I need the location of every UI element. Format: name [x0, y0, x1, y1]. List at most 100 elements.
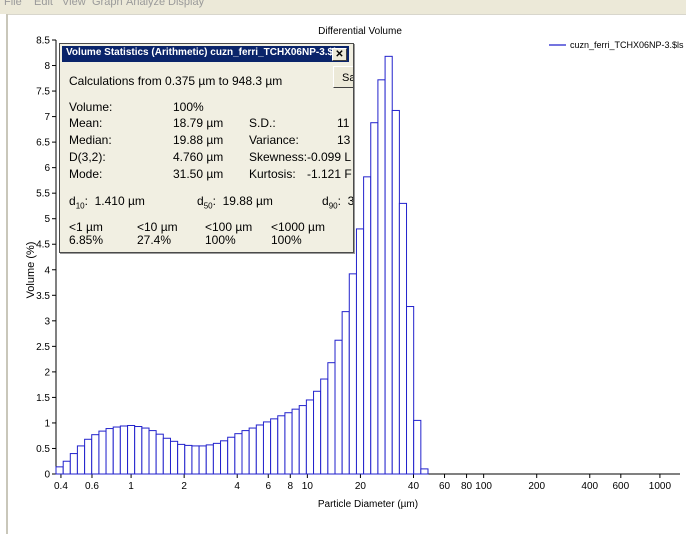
stat-label-mode: Mode: [69, 167, 103, 181]
y-tick-label: 6 [44, 163, 50, 174]
y-tick-label: 5 [44, 214, 50, 225]
histogram-bar [363, 176, 372, 475]
histogram-bar [198, 445, 207, 475]
y-tick-label: 7 [44, 112, 50, 123]
histogram-bar [320, 378, 329, 475]
size-value-1um: 6.85% [69, 233, 104, 247]
stat-label-d32: D(3,2): [69, 150, 106, 164]
chart-title: Differential Volume [318, 26, 402, 37]
x-ticks: 0.4 0.6 1 2 4 6 8 10 20 40 60 80 100 200 400 600 1000 [54, 474, 671, 492]
stat-value-volume: 100% [173, 100, 204, 114]
y-tick-label: 8 [44, 61, 50, 72]
y-tick-label: 7.5 [36, 87, 50, 98]
histogram-bar [298, 405, 307, 475]
histogram-bar [162, 437, 171, 475]
stat-label-kurtosis: Kurtosis: [249, 167, 296, 181]
x-tick-label: 400 [581, 481, 598, 492]
histogram-bar [384, 55, 393, 475]
stat-value-mode: 31.50 µm [173, 167, 224, 181]
histogram-bar [270, 418, 279, 475]
y-tick-label: 1 [44, 418, 50, 429]
histogram-bar [62, 460, 71, 475]
menu-analyze[interactable]: Analyze [126, 0, 166, 8]
stat-value-variance: 13 [337, 133, 351, 147]
x-axis-label: Particle Diameter (µm) [318, 499, 418, 510]
stat-label-variance: Variance: [249, 133, 299, 147]
histogram-bar [377, 79, 386, 475]
d10-sub: 10 [75, 201, 85, 211]
y-tick-label: 0.5 [36, 444, 50, 455]
d90-sub: 90 [328, 201, 338, 211]
legend-label: cuzn_ferri_TCHX06NP-3.$ls [570, 40, 684, 50]
stat-value-mean: 18.79 µm [173, 116, 224, 130]
d10-stat: d10: 1.410 µm [69, 194, 145, 211]
histogram-bar [169, 440, 179, 475]
histogram-bar [98, 430, 107, 475]
close-icon[interactable]: ✕ [332, 48, 347, 61]
stat-label-skewness: Skewness: [249, 150, 308, 164]
dialog-titlebar[interactable]: Volume Statistics (Arithmetic) cuzn_ferr… [62, 46, 349, 62]
x-tick-label: 60 [439, 481, 451, 492]
histogram-bar [277, 415, 286, 475]
menu-view[interactable]: View [62, 0, 86, 8]
dialog-title: Volume Statistics (Arithmetic) cuzn_ferr… [66, 47, 342, 58]
menu-display[interactable]: Display [168, 0, 205, 8]
histogram-bar [398, 202, 408, 475]
histogram-bar [406, 306, 415, 475]
y-tick-label: 3.5 [36, 291, 50, 302]
menu-graph[interactable]: Graph [92, 0, 123, 8]
window-frame-left [6, 14, 8, 534]
x-tick-label: 600 [612, 481, 629, 492]
stat-label-sd: S.D.: [249, 116, 276, 130]
save-button[interactable]: Sa [333, 66, 353, 88]
y-tick-label: 8.5 [36, 36, 50, 47]
histogram-bar [112, 426, 121, 475]
histogram-bar [327, 362, 336, 475]
histogram-bar [141, 427, 150, 475]
stat-value-kurtosis: -1.121 F [307, 167, 352, 181]
x-tick-label: 200 [528, 481, 545, 492]
window-frame-top [8, 14, 686, 15]
histogram-bar [220, 440, 229, 475]
histogram-bar [84, 438, 93, 475]
histogram-bar [212, 442, 222, 475]
histogram-bar [305, 399, 315, 475]
d50-stat: d50: 19.88 µm [197, 194, 273, 211]
histogram-bar [248, 427, 257, 475]
volume-statistics-dialog: Volume Statistics (Arithmetic) cuzn_ferr… [59, 43, 354, 253]
histogram-bars [55, 55, 429, 475]
y-axis-label: Volume (%) [25, 242, 37, 299]
size-header-1000um: <1000 µm [271, 220, 325, 234]
histogram-bar [227, 436, 236, 475]
x-tick-label: 1 [128, 481, 134, 492]
x-tick-label: 80 [461, 481, 473, 492]
d50-sub: 50 [203, 201, 213, 211]
size-header-1um: <1 µm [69, 220, 103, 234]
y-tick-label: 6.5 [36, 138, 50, 149]
histogram-bar [241, 430, 250, 475]
histogram-bar [91, 434, 100, 475]
stat-value-sd: 11 [337, 116, 350, 130]
size-header-10um: <10 µm [137, 220, 178, 234]
d90-stat: d90: 3 [322, 194, 354, 211]
d50-value: 19.88 µm [222, 194, 273, 208]
y-tick-label: 2.5 [36, 342, 50, 353]
d10-label: d [69, 194, 76, 208]
size-header-100um: <100 µm [205, 220, 253, 234]
menu-edit[interactable]: Edit [34, 0, 53, 8]
x-tick-label: 100 [475, 481, 492, 492]
x-tick-label: 4 [234, 481, 240, 492]
histogram-bar [291, 408, 300, 475]
histogram-bar [105, 428, 114, 475]
y-tick-label: 0 [44, 470, 50, 481]
histogram-bar [255, 424, 264, 475]
histogram-bar [69, 453, 78, 475]
histogram-bar [341, 311, 350, 475]
d90-value: 3 [347, 194, 354, 208]
d10-value: 1.410 µm [94, 194, 145, 208]
menu-file[interactable]: File [4, 0, 22, 8]
histogram-bar [76, 445, 86, 475]
stat-label-median: Median: [69, 133, 112, 147]
size-value-1000um: 100% [271, 233, 302, 247]
histogram-bar [234, 433, 243, 475]
